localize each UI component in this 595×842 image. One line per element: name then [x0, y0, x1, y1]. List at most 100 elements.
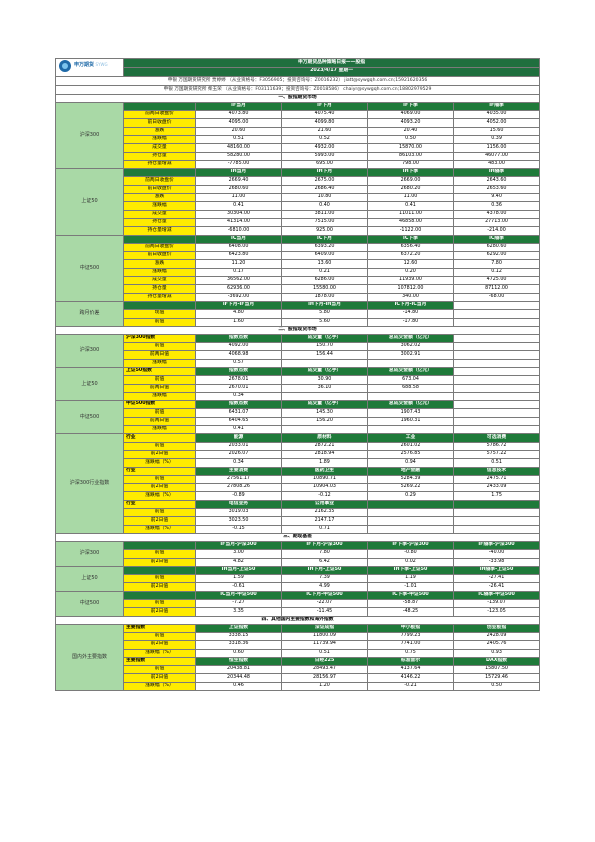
futures-value: 4378.00	[452, 209, 541, 219]
global-column-header: 上证指数	[195, 623, 282, 633]
spot-header-row: 沪深300 沪深300指数 指数点数 成交量（亿手） 总成交金额（亿元）	[55, 333, 541, 369]
analyst-row-2: 申银 万国期货研究所 柴玉荣 （从业资格号：F03111639；投资咨询号：Z0…	[54, 84, 541, 95]
basis-header-row: 上证50 IH当月-上证50 IH下月-上证50 IH下季-上证50 IH隔季-上证50	[55, 565, 541, 592]
spread-value: -14.80	[367, 309, 454, 319]
spot-empty	[452, 391, 541, 402]
spot-row-label: 前值	[123, 342, 196, 352]
global-value: 11800.09	[281, 631, 368, 642]
basis-row-label: 前值	[123, 598, 196, 609]
industry-value: 27561.17	[195, 474, 282, 485]
futures-header-blank	[123, 168, 196, 178]
global-row-label: 涨跌幅（%）	[123, 681, 196, 692]
global-value: 0.46	[195, 681, 282, 692]
global-value: 1.20	[281, 681, 368, 692]
global-value: 0.60	[195, 648, 282, 658]
basis-group-2: 中证500	[55, 590, 124, 617]
analyst-1: 申银 万国期货研究所 贾婷婷 （从业资格号：F3056905；投资咨询号：Z00…	[167, 77, 428, 83]
global-value: 7741.00	[367, 640, 454, 650]
futures-data-row: 持仓量 58280.00 5993.00 86103.00 46077.00	[56, 151, 541, 161]
futures-value: 6408.00	[195, 242, 282, 253]
futures-column-header: IC下月	[281, 234, 368, 244]
spot-column-header: 总成交金额（亿元）	[367, 366, 454, 377]
spot-empty	[452, 400, 541, 410]
futures-value: 13.60	[281, 259, 368, 269]
futures-value: 6372.20	[367, 251, 454, 261]
basis-header-blank	[123, 540, 196, 551]
futures-column-header: IF当月	[195, 101, 282, 112]
industry-data-row: 前值 27561.17 10890.71 5284.39 2475.71	[56, 474, 541, 485]
spot-column-header: 成交量（亿手）	[281, 400, 368, 410]
spot-column-header: 沪深300指数	[123, 333, 196, 344]
global-value: 7799.23	[367, 631, 454, 642]
spot-column-header: 指数点数	[195, 366, 282, 377]
futures-data-row: 前两日收盘价 4073.80 4075.40 4069.00 4035.00	[56, 110, 541, 120]
global-row-label: 前值	[123, 631, 196, 642]
futures-value: 20.40	[367, 126, 454, 137]
basis-column-header: IH下季-上证50	[367, 565, 454, 576]
futures-value: 0.20	[367, 267, 454, 278]
global-column-header: 中小板指	[367, 623, 454, 633]
report-date: 2023/4/17 星期一	[122, 66, 541, 77]
spot-row-label: 涨跌幅	[123, 358, 196, 369]
spot-value	[281, 391, 368, 402]
futures-value: 12.60	[367, 259, 454, 269]
global-value: 11739.94	[281, 640, 368, 650]
spot-header-row: 上证50 上证50指数 指数点数 成交量（亿手） 总成交金额（亿元）	[55, 366, 541, 402]
industry-value	[367, 516, 454, 526]
futures-value: 340.00	[367, 292, 454, 302]
futures-value: -214.00	[452, 226, 541, 236]
spot-column-header: 成交量（亿手）	[281, 333, 368, 344]
futures-value: -7785.00	[195, 159, 282, 170]
futures-data-row: 持仓量增减 -7785.00 695.00 798.00 483.00	[56, 159, 541, 170]
spot-value: 30.90	[281, 375, 368, 385]
futures-value: 0.21	[281, 267, 368, 278]
futures-data-row: 前日收盘价 2680.60 2686.40 2680.20 2653.60	[56, 184, 541, 195]
global-value: 0.50	[452, 681, 541, 692]
industry-value: 2601.02	[367, 441, 454, 451]
spot-value: 0.41	[195, 425, 282, 435]
futures-value: 46077.00	[452, 151, 541, 161]
global-value: -0.21	[367, 681, 454, 692]
basis-header-row: 沪深300 IF当月-沪深300 IF下月-沪深300 IF下季-沪深300 IF隔季-…	[55, 540, 541, 567]
basis-value: 3.35	[195, 607, 282, 617]
futures-row-label: 涨跌幅	[123, 267, 196, 278]
futures-value: 6423.80	[195, 251, 282, 261]
futures-value: 6286.00	[281, 276, 368, 286]
futures-value: 2686.40	[281, 184, 368, 195]
industry-value: 2475.71	[452, 474, 541, 485]
basis-column-header: IF隔季-沪深300	[452, 540, 541, 551]
futures-value: 15580.00	[281, 284, 368, 294]
spot-value: 673.04	[367, 375, 454, 385]
futures-row-label: 持仓量	[123, 284, 196, 294]
global-value: 28156.97	[281, 673, 368, 683]
industry-row-label: 涨跌幅（%）	[123, 524, 196, 534]
futures-value: 2680.60	[195, 184, 282, 195]
futures-value: 30304.00	[195, 209, 282, 219]
spot-column-header: 上证50指数	[123, 366, 196, 377]
industry-header-row: 沪深300行业指数 行业 能源 原材料 工业 可选消费	[55, 433, 541, 534]
global-column-header: 主要指数	[123, 656, 196, 667]
futures-row-label: 成交量	[123, 209, 196, 219]
futures-value: 21.60	[281, 126, 368, 137]
futures-header-row: 中证500 IC当月 IC下月 IC下季 IC隔季	[55, 234, 541, 302]
futures-value: 2680.20	[367, 184, 454, 195]
futures-value: 4932.00	[281, 143, 368, 153]
global-data-row: 涨跌幅（%） 0.46 1.20 -0.21 0.50	[56, 681, 541, 692]
industry-row-label: 涨跌幅（%）	[123, 458, 196, 468]
spot-value: 3062.02	[367, 342, 454, 352]
futures-value: 10.80	[281, 193, 368, 203]
report-title-row: 申万期货 SYWG 申万期货品种策略日报——股指	[55, 58, 541, 77]
basis-value: -27.41	[452, 574, 541, 584]
industry-header-row: 行业 主要消费 医药卫生 地产金融 信息技术	[56, 466, 541, 476]
basis-value: -58.87	[367, 598, 454, 609]
global-value: 3318.36	[195, 640, 282, 650]
analyst-info-2: 申银 万国期货研究所 柴玉荣 （从业资格号：F03111639；投资咨询号：Z0…	[54, 84, 541, 95]
section-global-title-row: 四、其他国内主要指数和海外指数	[54, 615, 541, 625]
global-header-row: 主要指数 恒生指数 日经225 标准普尔 DAX指数	[56, 656, 541, 667]
basis-group-0: 沪深300	[55, 540, 124, 567]
futures-value: 3811.00	[281, 209, 368, 219]
futures-value: -1122.00	[367, 226, 454, 236]
futures-value: 6280.60	[452, 242, 541, 253]
industry-data-row: 前2日值 3023.50 2147.17	[56, 516, 541, 526]
industry-row-label: 前值	[123, 508, 196, 518]
